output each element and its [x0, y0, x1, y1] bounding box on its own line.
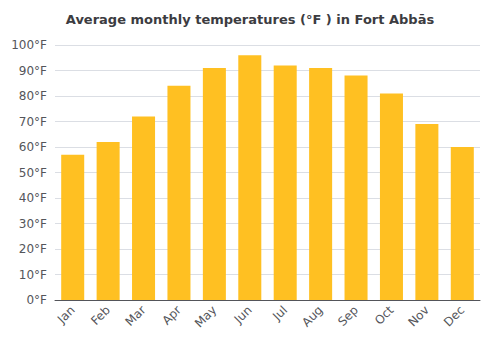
svg-text:May: May: [192, 303, 219, 330]
svg-text:Jun: Jun: [231, 303, 255, 327]
svg-text:40°F: 40°F: [19, 191, 47, 205]
svg-text:10°F: 10°F: [19, 268, 47, 282]
svg-text:Dec: Dec: [441, 303, 467, 329]
svg-text:60°F: 60°F: [19, 140, 47, 154]
svg-text:90°F: 90°F: [19, 64, 47, 78]
svg-text:Feb: Feb: [88, 303, 113, 328]
svg-text:Apr: Apr: [159, 303, 184, 328]
svg-text:30°F: 30°F: [19, 217, 47, 231]
svg-text:Oct: Oct: [372, 303, 397, 328]
svg-text:70°F: 70°F: [19, 115, 47, 129]
svg-text:Mar: Mar: [123, 303, 149, 329]
svg-text:0°F: 0°F: [26, 293, 47, 307]
svg-text:Average monthly temperatures (: Average monthly temperatures (°F ) in Fo…: [66, 12, 435, 27]
svg-text:20°F: 20°F: [19, 242, 47, 256]
svg-text:Nov: Nov: [405, 303, 431, 329]
svg-text:100°F: 100°F: [11, 38, 47, 52]
svg-text:Sep: Sep: [335, 303, 361, 329]
svg-text:50°F: 50°F: [19, 166, 47, 180]
svg-text:80°F: 80°F: [19, 89, 47, 103]
svg-text:Jul: Jul: [269, 303, 290, 324]
svg-text:Jan: Jan: [54, 303, 78, 327]
svg-text:Aug: Aug: [299, 303, 325, 329]
